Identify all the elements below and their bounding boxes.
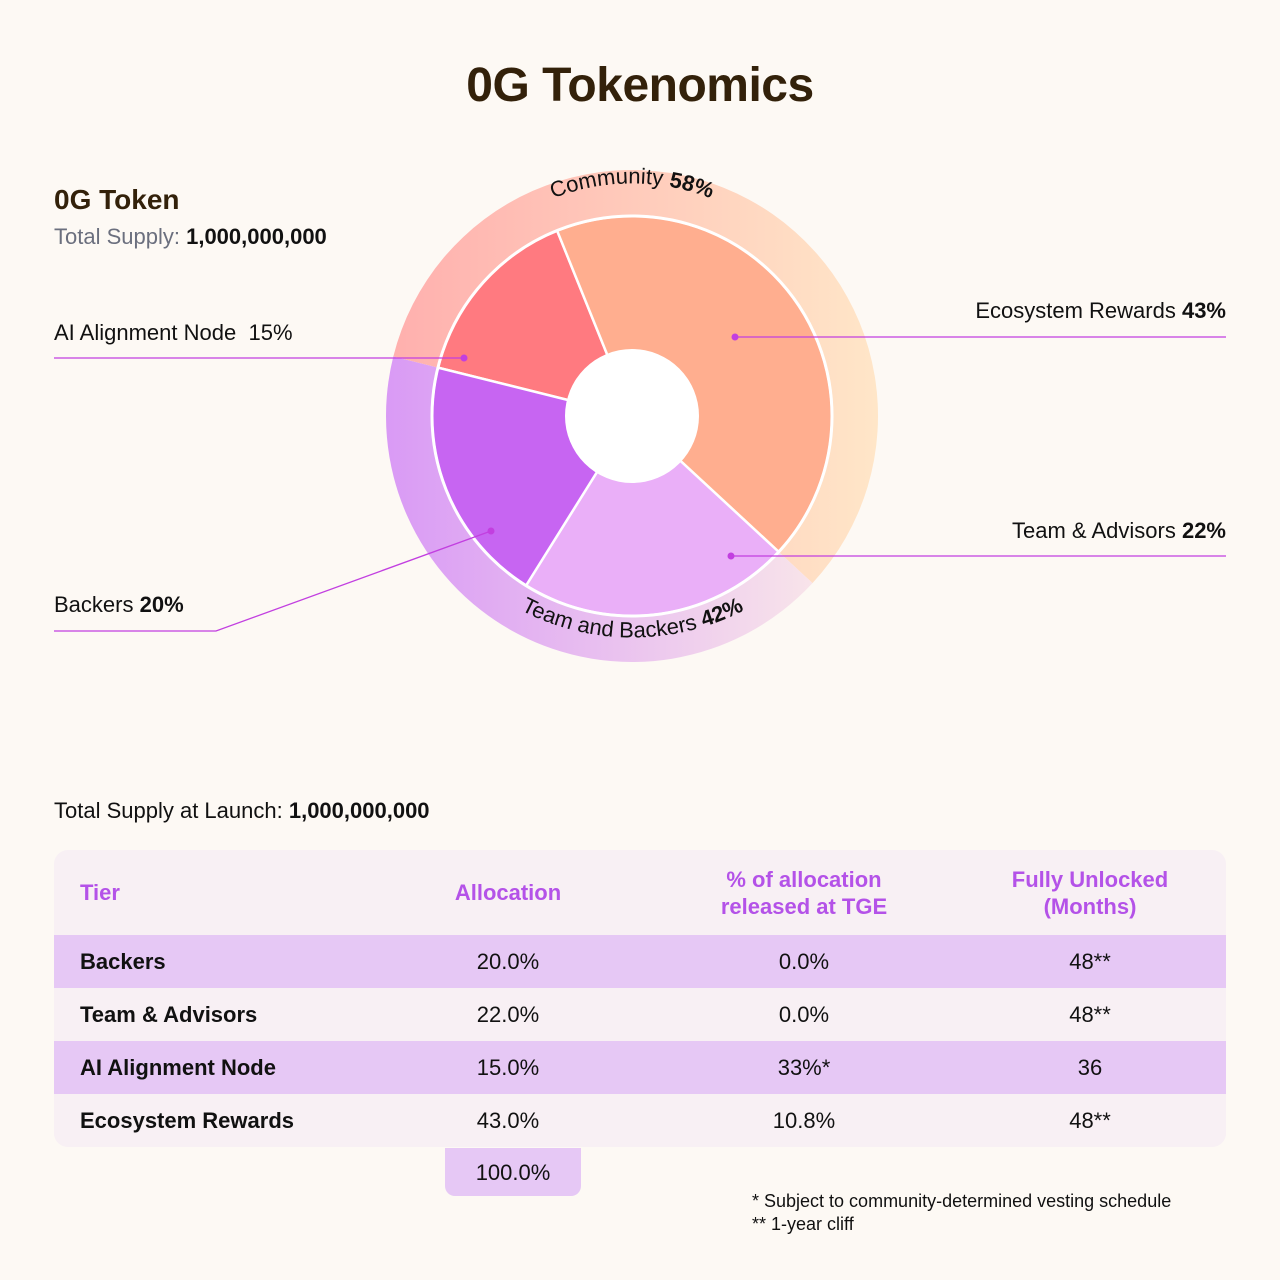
callout-backers: Backers 20% [54,592,184,618]
leader-dot-ecosystem-rewards [731,333,739,341]
callout-label: Team & Advisors [1011,518,1176,543]
leader-line-backers [54,530,492,632]
cell-allocation: 43.0% [362,1094,654,1147]
cell-tier: Backers [54,935,362,988]
header-released-at-tge: % of allocation released at TGE [654,850,954,935]
total-supply: Total Supply: 1,000,000,000 [54,224,327,250]
page-title: 0G Tokenomics [466,59,814,112]
cell-tier: AI Alignment Node [54,1041,362,1094]
table-row: Team & Advisors 22.0% 0.0% 48** [54,988,1226,1041]
cell-tge: 0.0% [654,988,954,1041]
table-row: AI Alignment Node 15.0% 33%* 36 [54,1041,1226,1094]
table-row: Backers 20.0% 0.0% 48** [54,935,1226,988]
cell-unlock: 48** [954,988,1226,1041]
leader-dot-backers [487,527,495,535]
callout-value: 43% [1181,298,1226,323]
tokenomics-donut-chart: Community 58% Team and Backers 42% [54,163,1226,662]
leader-dot-team-advisors [727,552,735,560]
header-line: (Months) [1043,893,1137,919]
total-supply-value: 1,000,000,000 [186,224,327,249]
header-line: Fully Unlocked [1011,866,1169,892]
footnote-vesting: * Subject to community-determined vestin… [752,1191,1172,1211]
header-line: % of allocation [726,866,882,892]
total-supply-label: Total Supply: [54,224,180,249]
cell-tge: 10.8% [654,1094,954,1147]
cell-tge: 0.0% [654,935,954,988]
table-header-row: Tier Allocation % of allocation released… [54,850,1226,935]
footnotes: * Subject to community-determined vestin… [752,1190,1171,1236]
chart-center-hole [565,349,699,483]
callout-value: 15% [248,320,293,345]
cell-allocation: 15.0% [362,1041,654,1094]
leader-dot-ai-alignment-node [460,354,468,362]
callout-ai-alignment-node: AI Alignment Node 15% [54,320,293,346]
callout-value: 20% [139,592,184,617]
cell-unlock: 36 [954,1041,1226,1094]
token-name: 0G Token [54,184,180,215]
ring-separator [430,214,834,618]
launch-supply-value: 1,000,000,000 [288,798,430,823]
cell-unlock: 48** [954,1094,1226,1147]
callout-label: AI Alignment Node [54,320,237,345]
header-tier: Tier [80,880,120,905]
callout-team-advisors: Team & Advisors 22% [1012,518,1226,544]
callout-value: 22% [1181,518,1226,543]
header-line: released at TGE [720,893,888,919]
callout-label: Backers [54,592,134,617]
launch-supply: Total Supply at Launch: 1,000,000,000 [54,798,430,824]
cell-tier: Ecosystem Rewards [54,1094,362,1147]
callout-ecosystem-rewards: Ecosystem Rewards 43% [975,298,1226,324]
header-allocation: Allocation [454,880,562,905]
allocation-total: 100.0% [445,1148,581,1196]
callout-label: Ecosystem Rewards [975,298,1176,323]
footnote-cliff: ** 1-year cliff [752,1214,854,1234]
cell-allocation: 20.0% [362,935,654,988]
launch-supply-label: Total Supply at Launch: [54,798,283,823]
cell-tge: 33%* [654,1041,954,1094]
cell-tier: Team & Advisors [54,988,362,1041]
cell-unlock: 48** [954,935,1226,988]
cell-allocation: 22.0% [362,988,654,1041]
header-fully-unlocked: Fully Unlocked (Months) [954,850,1226,935]
allocation-table: Tier Allocation % of allocation released… [54,850,1226,1147]
table-row: Ecosystem Rewards 43.0% 10.8% 48** [54,1094,1226,1147]
